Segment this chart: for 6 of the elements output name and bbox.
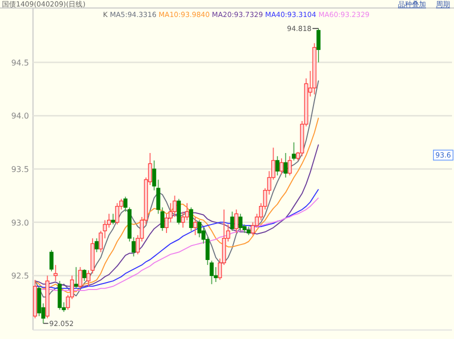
y-tick-label: 94.0 <box>11 112 29 121</box>
y-tick-label: 94.5 <box>11 58 29 68</box>
line-series <box>34 80 319 298</box>
y-tick-label: 92.5 <box>11 272 29 281</box>
y-tick-label: 93.5 <box>11 165 29 174</box>
y-tick-label: 93.0 <box>11 218 29 228</box>
